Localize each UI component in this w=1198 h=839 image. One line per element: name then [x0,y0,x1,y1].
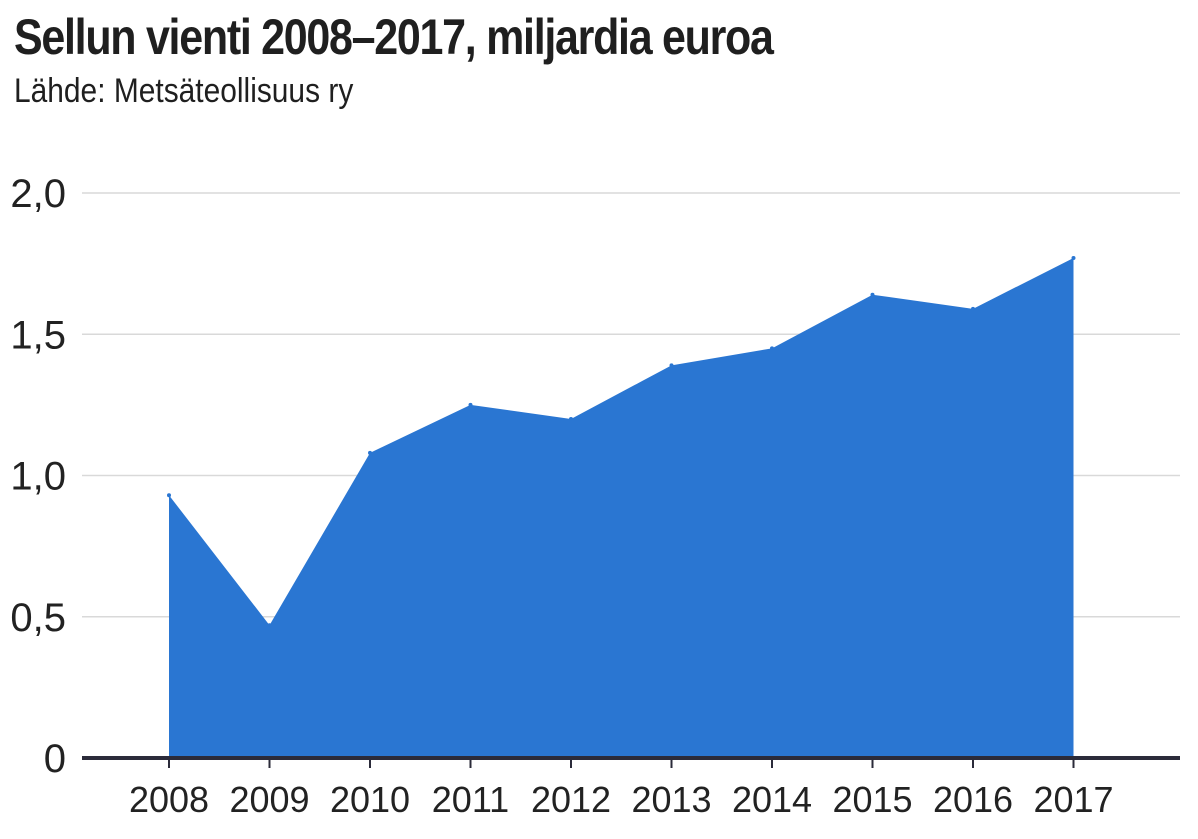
data-point-2012 [569,417,573,421]
x-tick-label: 2011 [432,779,509,820]
data-point-2013 [669,363,674,368]
x-tick-label: 2012 [531,779,611,820]
y-tick-labels: 0 0,5 1,0 1,5 2,0 [10,172,66,781]
data-area-group [167,255,1076,758]
x-tick-label: 2008 [129,779,209,820]
data-area [169,257,1074,758]
x-tick-label: 2009 [229,779,309,820]
x-tick-label: 2015 [832,779,912,820]
data-point-2009 [267,623,272,628]
y-tick-label: 2,0 [10,172,66,216]
data-point-2014 [770,346,774,351]
y-tick-label: 1,0 [10,455,66,499]
x-tick-label: 2017 [1033,779,1113,820]
data-point-2015 [870,292,875,297]
data-point-2017 [1071,255,1076,260]
data-point-2008 [167,493,171,498]
x-tick-labels: 2008 2009 2010 2011 2012 2013 2014 2015 2016 2017 [129,779,1114,820]
data-point-2011 [468,402,473,407]
x-axis [82,756,1180,768]
x-tick-label: 2010 [330,779,410,820]
data-point-2016 [971,306,975,311]
x-tick-label: 2016 [933,779,1013,820]
y-tick-label: 0,5 [10,596,66,640]
data-point-2010 [368,450,372,455]
y-tick-label: 0 [44,737,66,781]
y-tick-label: 1,5 [10,313,66,357]
chart-title: Sellun vienti 2008–2017, miljardia euroa [14,9,774,65]
x-tick-label: 2013 [631,779,711,820]
x-tick-label: 2014 [732,779,812,820]
chart-subtitle: Lähde: Metsäteollisuus ry [14,72,354,110]
